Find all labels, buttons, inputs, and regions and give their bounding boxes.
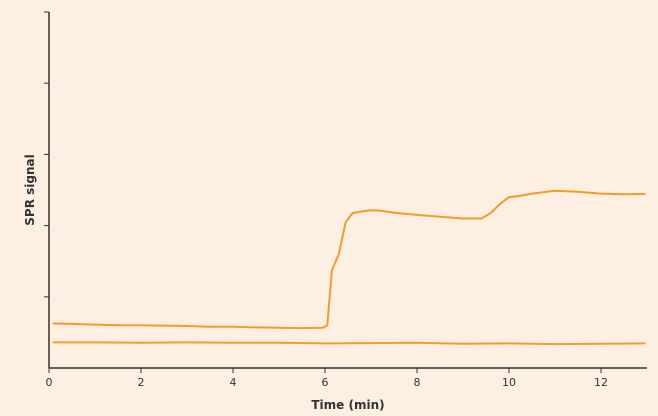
series-layer [52,189,646,346]
x-tick-label: 2 [138,376,145,389]
x-tick-label: 4 [230,376,237,389]
x-axis-title: Time (min) [311,398,384,412]
series-line-2 [52,341,646,346]
y-axis-title: SPR signal [23,154,37,225]
series-line-1 [52,189,646,330]
x-tick-label: 6 [322,376,329,389]
x-tick-label: 10 [502,376,516,389]
axes-layer: 0 2 4 6 8 10 12 [44,11,647,389]
x-tick-label: 0 [46,376,53,389]
x-tick-label: 12 [594,376,608,389]
x-tick-label: 8 [414,376,421,389]
